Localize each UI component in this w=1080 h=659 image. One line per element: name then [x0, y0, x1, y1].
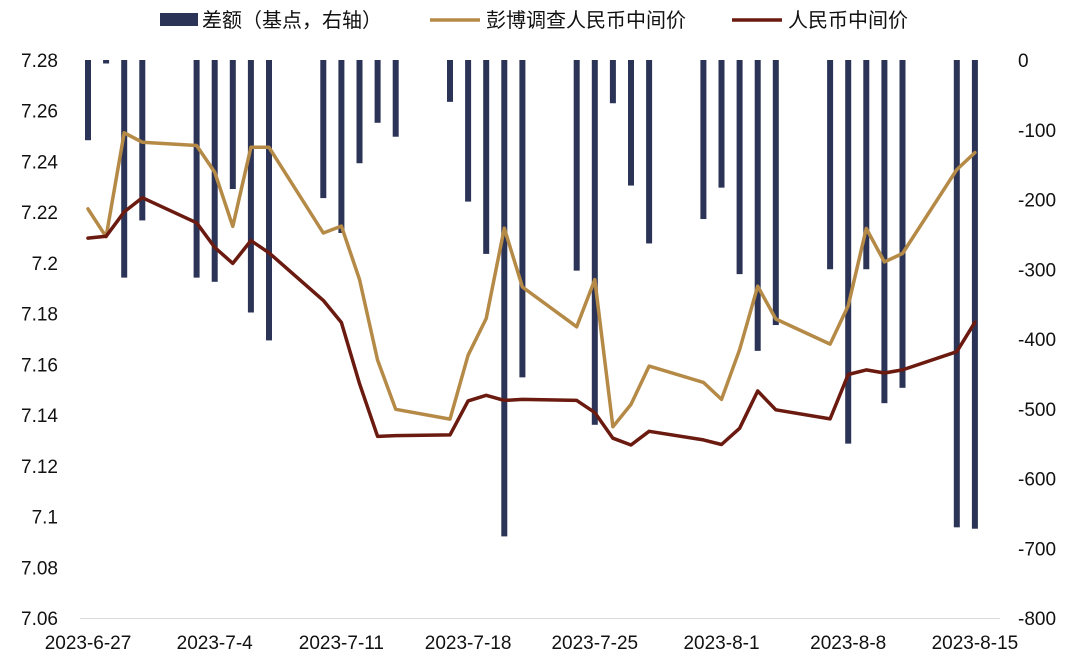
bar: [465, 60, 472, 202]
bar: [392, 60, 399, 137]
y-left-tick-label: 7.28: [21, 51, 58, 72]
y-left-tick-label: 7.24: [21, 152, 58, 173]
y-right-tick-label: -200: [1018, 191, 1056, 212]
bar: [501, 60, 508, 537]
x-tick-label: 2023-7-4: [177, 633, 253, 654]
y-left-tick-label: 7.18: [21, 305, 58, 326]
bar: [193, 60, 200, 278]
bar: [646, 60, 653, 244]
bar: [247, 60, 254, 313]
bar: [573, 60, 580, 271]
axes: 2023-6-27 2023-7-4 2023-7-11 2023-7-18 2023-…: [21, 51, 1056, 654]
bar: [229, 60, 236, 190]
bar: [121, 60, 128, 278]
x-tick-label: 2023-8-1: [683, 633, 759, 654]
y-left-tick-label: 7.08: [21, 558, 58, 579]
bar: [609, 60, 616, 104]
bar: [772, 60, 779, 326]
x-tick-label: 2023-8-8: [810, 633, 886, 654]
legend-label: 差额（基点，右轴）: [202, 8, 382, 32]
y-left-tick-label: 7.14: [21, 406, 58, 427]
bar: [338, 60, 345, 233]
x-tick-label: 2023-7-18: [425, 633, 512, 654]
y-right-tick-label: -700: [1018, 539, 1056, 560]
legend-swatch-bar: [160, 13, 198, 26]
bar: [356, 60, 363, 164]
bar: [700, 60, 707, 220]
bar: [447, 60, 453, 102]
bar: [591, 60, 598, 425]
bar: [374, 60, 381, 123]
survey-line: [86, 131, 977, 429]
bar: [320, 60, 327, 199]
legend: 差额（基点，右轴） 彭博调查人民币中间价 人民币中间价: [160, 8, 908, 32]
bar: [863, 60, 870, 270]
x-tick-label: 2023-7-11: [299, 633, 384, 654]
bar: [628, 60, 634, 186]
bar: [718, 60, 725, 188]
bar: [971, 60, 978, 529]
y-left-tick-label: 7.12: [21, 457, 58, 478]
bar: [483, 60, 490, 254]
x-tick-label: 2023-7-25: [551, 633, 638, 654]
bar: [845, 60, 852, 444]
y-right-tick-label: -800: [1018, 609, 1056, 630]
bar-series: [85, 60, 978, 537]
y-left-tick-label: 7.22: [21, 203, 58, 224]
y-right-tick-label: 0: [1018, 51, 1029, 72]
bar: [953, 60, 960, 528]
y-left-tick-label: 7.16: [21, 355, 58, 376]
y-right-tick-label: -400: [1018, 330, 1056, 351]
y-left-tick-label: 7.2: [32, 254, 58, 275]
x-tick-label: 2023-8-15: [932, 633, 1019, 654]
y-left-tick-label: 7.06: [21, 609, 58, 630]
y-right-tick-label: -100: [1018, 121, 1056, 142]
y-right-tick-label: -600: [1018, 470, 1056, 491]
bar: [881, 60, 888, 404]
legend-label: 人民币中间价: [788, 8, 908, 32]
bar: [519, 60, 526, 378]
bar: [899, 60, 906, 388]
y-left-tick-label: 7.1: [32, 508, 58, 529]
bar: [266, 60, 272, 341]
bar: [754, 60, 761, 351]
bar: [827, 60, 834, 270]
bar: [103, 60, 110, 64]
bar: [139, 60, 146, 221]
y-left-tick-label: 7.26: [21, 102, 58, 123]
bar: [736, 60, 743, 275]
legend-label: 彭博调查人民币中间价: [486, 8, 686, 32]
fixing-line: [86, 195, 977, 447]
y-right-tick-label: -300: [1018, 260, 1056, 281]
y-right-tick-label: -500: [1018, 400, 1056, 421]
line-series: [86, 131, 977, 447]
bar: [85, 60, 91, 141]
x-tick-label: 2023-6-27: [45, 633, 132, 654]
